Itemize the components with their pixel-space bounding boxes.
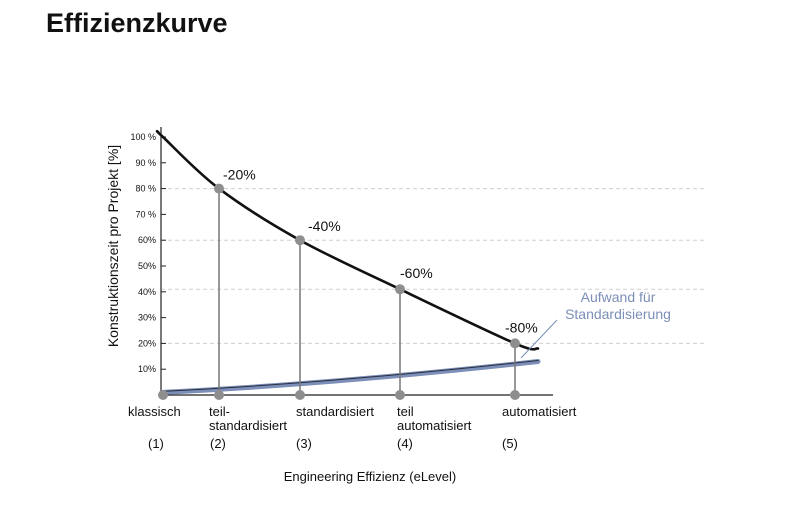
x-tick-number: (1) bbox=[148, 436, 164, 451]
effort-series-label: Aufwand für bbox=[581, 289, 656, 305]
x-tick-number: (5) bbox=[502, 436, 518, 451]
axis-point bbox=[214, 390, 224, 400]
x-tick-label: standardisiert bbox=[296, 404, 374, 419]
axis-point bbox=[395, 390, 405, 400]
y-tick-label: 100 % bbox=[130, 132, 156, 142]
x-tick-number: (3) bbox=[296, 436, 312, 451]
effort-series-label: Standardisierung bbox=[565, 306, 671, 322]
y-tick-label: 30% bbox=[138, 313, 156, 323]
effort-line-edge bbox=[162, 359, 539, 392]
point-label: -20% bbox=[223, 167, 256, 183]
x-tick-label: teil bbox=[397, 404, 414, 419]
y-axis-label: Konstruktionszeit pro Projekt [%] bbox=[105, 145, 121, 347]
point-label: -40% bbox=[308, 218, 341, 234]
y-tick-label: 70 % bbox=[135, 209, 156, 219]
x-tick-label: automatisiert bbox=[502, 404, 577, 419]
point-label: -80% bbox=[505, 319, 538, 335]
axis-point bbox=[158, 390, 168, 400]
x-tick-number: (4) bbox=[397, 436, 413, 451]
x-tick-label: standardisiert bbox=[209, 418, 287, 433]
x-tick-label: teil- bbox=[209, 404, 230, 419]
curve-point bbox=[395, 284, 405, 295]
y-tick-label: 20% bbox=[138, 338, 156, 348]
x-tick-label: klassisch bbox=[128, 404, 181, 419]
y-tick-label: 60% bbox=[138, 235, 156, 245]
y-tick-label: 90 % bbox=[135, 158, 156, 168]
x-axis-label: Engineering Effizienz (eLevel) bbox=[284, 469, 456, 484]
axis-point bbox=[510, 390, 520, 400]
y-tick-label: 50% bbox=[138, 261, 156, 271]
effort-label-leader bbox=[520, 319, 558, 359]
y-tick-label: 40% bbox=[138, 287, 156, 297]
point-label: -60% bbox=[400, 265, 433, 281]
x-tick-label: automatisiert bbox=[397, 418, 472, 433]
curve-point bbox=[295, 235, 305, 246]
curve-point bbox=[214, 183, 224, 194]
axis-point bbox=[295, 390, 305, 400]
curve-point bbox=[510, 338, 520, 349]
effort-line bbox=[160, 358, 541, 395]
y-tick-label: 80 % bbox=[135, 184, 156, 194]
y-tick-label: 10% bbox=[138, 364, 156, 374]
efficiency-line bbox=[155, 129, 540, 351]
x-tick-number: (2) bbox=[210, 436, 226, 451]
page-title: Effizienzkurve bbox=[46, 8, 228, 38]
